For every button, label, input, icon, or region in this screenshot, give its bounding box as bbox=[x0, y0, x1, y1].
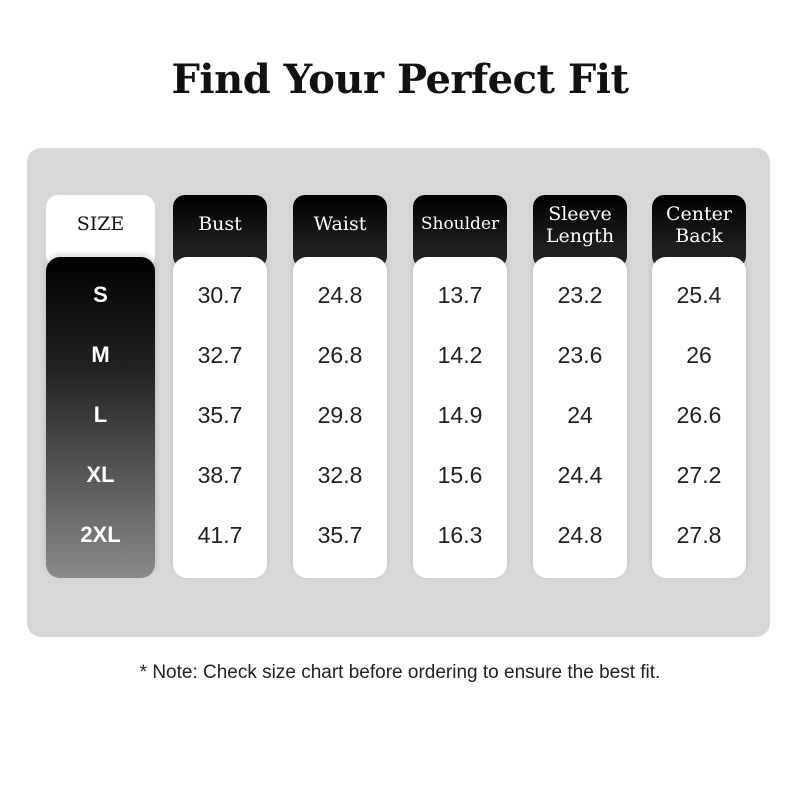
size-label-2xl: 2XL bbox=[80, 522, 121, 547]
size-label-l: L bbox=[93, 402, 108, 427]
table-cell: 41.7 bbox=[197, 522, 243, 548]
table-cell: 15.6 bbox=[437, 462, 483, 488]
column-body bbox=[533, 257, 627, 578]
size-label-s: S bbox=[93, 282, 108, 307]
column-header-label: Bust bbox=[198, 213, 242, 235]
table-cell: 23.6 bbox=[557, 342, 603, 368]
column-body bbox=[173, 257, 267, 578]
column-header-waist: Waist bbox=[293, 195, 387, 268]
table-cell: 26.8 bbox=[317, 342, 363, 368]
size-header: SIZE bbox=[46, 195, 155, 268]
table-cell: 26.6 bbox=[676, 402, 722, 428]
table-cell: 14.9 bbox=[437, 402, 483, 428]
note-text: * Note: Check size chart before ordering… bbox=[139, 662, 661, 683]
table-cell: 32.7 bbox=[197, 342, 243, 368]
table-cell: 27.2 bbox=[676, 462, 722, 488]
table-cell: 24.8 bbox=[557, 522, 603, 548]
table-cell: 29.8 bbox=[317, 402, 363, 428]
table-cell: 24.8 bbox=[317, 282, 363, 308]
column-header-center-back: Center Back bbox=[652, 195, 746, 268]
table-cell: 35.7 bbox=[197, 402, 243, 428]
column-header-label: Waist bbox=[313, 213, 367, 235]
column-body bbox=[293, 257, 387, 578]
column-header-label: Shoulder bbox=[420, 214, 500, 234]
table-cell: 24 bbox=[567, 402, 593, 428]
table-cell: 35.7 bbox=[317, 522, 363, 548]
table-cell: 14.2 bbox=[437, 342, 483, 368]
column-header-label: Sleeve Length bbox=[545, 203, 615, 247]
page-title: Find Your Perfect Fit bbox=[171, 56, 629, 103]
table-cell: 25.4 bbox=[676, 282, 722, 308]
table-cell: 30.7 bbox=[197, 282, 243, 308]
table-cell: 26 bbox=[686, 342, 712, 368]
table-cell: 16.3 bbox=[437, 522, 483, 548]
size-header-label: SIZE bbox=[76, 213, 125, 235]
column-header-bust: Bust bbox=[173, 195, 267, 268]
column-header-shoulder: Shoulder bbox=[413, 195, 507, 268]
table-cell: 24.4 bbox=[557, 462, 603, 488]
table-cell: 23.2 bbox=[557, 282, 603, 308]
table-cell: 13.7 bbox=[437, 282, 483, 308]
size-label-m: M bbox=[91, 342, 110, 367]
table-cell: 27.8 bbox=[676, 522, 722, 548]
column-body bbox=[413, 257, 507, 578]
column-header-sleeve-length: Sleeve Length bbox=[533, 195, 627, 268]
size-label-xl: XL bbox=[86, 462, 115, 487]
column-body bbox=[652, 257, 746, 578]
column-header-label: Center Back bbox=[666, 203, 732, 247]
table-cell: 38.7 bbox=[197, 462, 243, 488]
size-column-body bbox=[46, 257, 155, 578]
table-cell: 32.8 bbox=[317, 462, 363, 488]
